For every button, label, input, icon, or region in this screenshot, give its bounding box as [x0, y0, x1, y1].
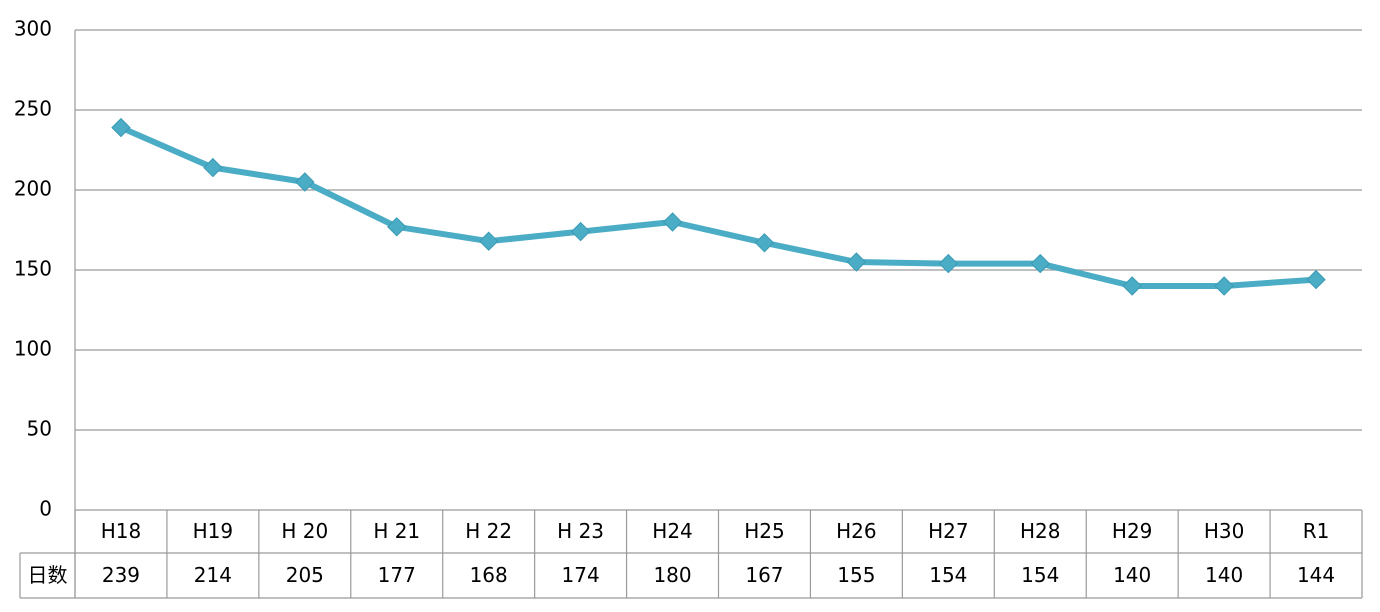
- marker: [478, 231, 499, 251]
- table-value: 144: [1297, 563, 1335, 587]
- marker: [1122, 276, 1142, 296]
- table-value: 174: [562, 563, 600, 587]
- table-value: 214: [194, 563, 232, 587]
- x-tick-label: H28: [1020, 519, 1061, 543]
- marker: [662, 212, 683, 232]
- table-value: 168: [470, 563, 508, 587]
- table-value: 177: [378, 563, 416, 587]
- x-tick-label: H25: [744, 519, 785, 543]
- x-tick-label: H24: [652, 519, 693, 543]
- x-tick-label: R1: [1303, 519, 1330, 543]
- table-value: 154: [1021, 563, 1059, 587]
- table-value: 140: [1205, 563, 1243, 587]
- table-value: 155: [837, 563, 875, 587]
- marker: [387, 217, 407, 237]
- legend-label: 日数: [28, 563, 68, 587]
- marker: [570, 221, 591, 242]
- y-tick-label: 150: [14, 257, 52, 281]
- marker: [1214, 276, 1234, 296]
- marker: [938, 253, 959, 274]
- x-tick-label: H26: [836, 519, 877, 543]
- table-value: 167: [745, 563, 783, 587]
- y-tick-label: 200: [14, 177, 52, 201]
- x-tick-label: H 22: [465, 519, 512, 543]
- marker: [1306, 269, 1326, 290]
- marker: [203, 157, 223, 178]
- y-tick-label: 50: [27, 417, 52, 441]
- y-tick-label: 100: [14, 337, 52, 361]
- table-value: 205: [286, 563, 324, 587]
- series-line: [119, 124, 1317, 289]
- x-tick-label: H18: [101, 519, 142, 543]
- x-tick-label: H30: [1204, 519, 1245, 543]
- x-tick-label: H29: [1112, 519, 1153, 543]
- x-tick-label: H 20: [281, 519, 328, 543]
- y-tick-label: 300: [14, 17, 52, 41]
- marker: [111, 117, 131, 138]
- marker: [1030, 253, 1050, 274]
- table-value: 140: [1113, 563, 1151, 587]
- x-tick-label: H19: [193, 519, 234, 543]
- marker: [295, 172, 315, 192]
- marker: [754, 233, 775, 253]
- y-tick-label: 0: [39, 497, 52, 521]
- x-tick-label: H27: [928, 519, 969, 543]
- x-tick-label: H 23: [557, 519, 604, 543]
- x-tick-label: H 21: [373, 519, 420, 543]
- marker: [846, 252, 867, 272]
- table-value: 180: [653, 563, 691, 587]
- table-value: 154: [929, 563, 967, 587]
- y-tick-label: 250: [14, 97, 52, 121]
- table-value: 239: [102, 563, 140, 587]
